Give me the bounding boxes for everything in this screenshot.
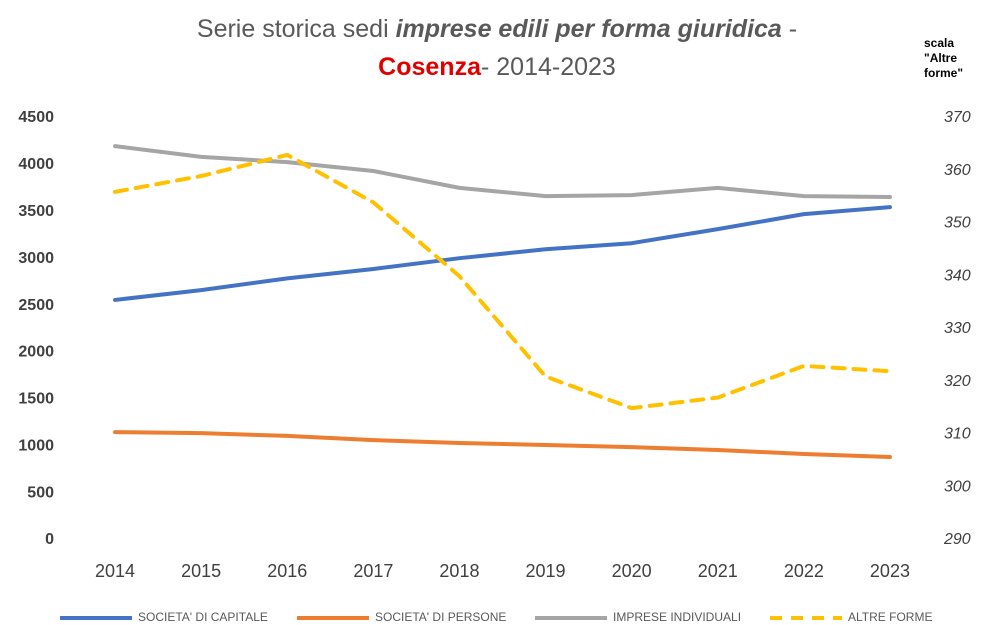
y2-tick-label: 370: [944, 109, 971, 126]
line-series: [113, 152, 892, 411]
y2-tick-label: 290: [943, 531, 971, 548]
line-series: [113, 430, 892, 460]
x-tick-label: 2023: [870, 561, 910, 581]
legend-label: IMPRESE INDIVIDUALI: [613, 610, 741, 624]
x-tick-label: 2016: [267, 561, 307, 581]
legend-label: SOCIETA' DI CAPITALE: [138, 610, 268, 624]
y2-tick-label: 310: [944, 426, 971, 443]
x-tick-label: 2018: [439, 561, 479, 581]
x-tick-label: 2014: [95, 561, 135, 581]
x-tick-label: 2017: [353, 561, 393, 581]
title-part: -: [789, 15, 797, 43]
y-tick-label: 3500: [18, 203, 54, 220]
chart-title: Cosenza- 2014-2023: [378, 53, 616, 81]
y2-tick-label: 350: [944, 215, 971, 232]
y-tick-label: 0: [45, 531, 54, 548]
chart-title: Serie storica sedi imprese edili per for…: [197, 15, 797, 43]
x-tick-label: 2021: [698, 561, 738, 581]
title-part: - 2014-2023: [481, 53, 616, 81]
y-tick-label: 1500: [18, 391, 54, 408]
y-tick-label: 500: [27, 484, 54, 501]
legend-label: ALTRE FORME: [848, 610, 932, 624]
x-tick-label: 2015: [181, 561, 221, 581]
x-tick-label: 2019: [526, 561, 566, 581]
y-tick-label: 4500: [18, 109, 54, 126]
title-part: imprese edili per forma giuridica: [396, 15, 782, 43]
y-tick-label: 4000: [18, 156, 54, 173]
title-part: Cosenza: [378, 53, 482, 81]
y-tick-label: 1000: [18, 437, 54, 454]
y-tick-label: 2500: [18, 297, 54, 314]
y2-tick-label: 320: [944, 373, 971, 390]
x-tick-label: 2020: [612, 561, 652, 581]
y-tick-label: 3000: [18, 250, 54, 267]
y2-axis-label: scala "Altre forme": [924, 36, 964, 80]
y2-tick-label: 300: [944, 478, 971, 495]
x-tick-label: 2022: [784, 561, 824, 581]
line-series: [113, 205, 892, 302]
y2-tick-label: 330: [944, 320, 971, 337]
y-tick-label: 2000: [18, 344, 54, 361]
y2-tick-label: 360: [944, 162, 971, 179]
title-part: Serie storica sedi: [197, 15, 389, 43]
line-series: [113, 144, 892, 200]
legend-label: SOCIETA' DI PERSONE: [375, 610, 506, 624]
y2-tick-label: 340: [944, 267, 971, 284]
